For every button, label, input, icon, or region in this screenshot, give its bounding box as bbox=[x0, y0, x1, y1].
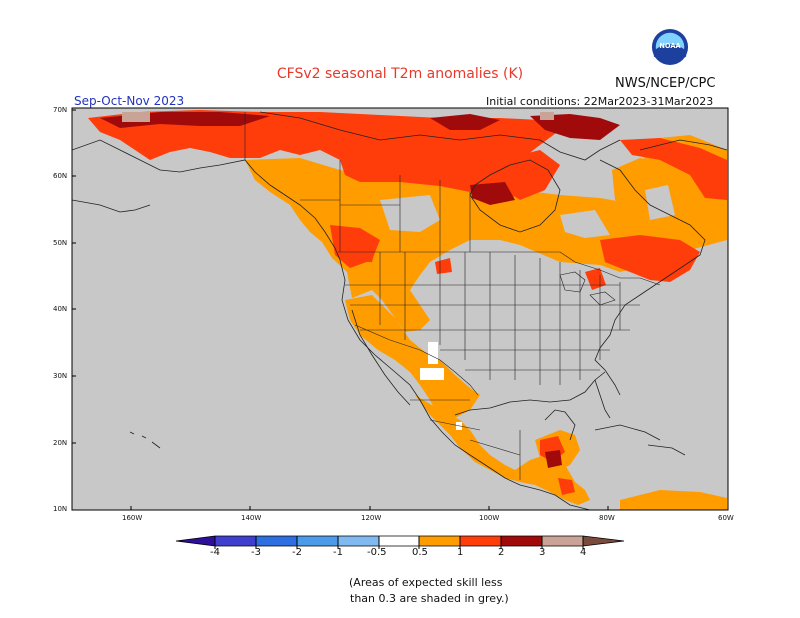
footnote: (Areas of expected skill less than 0.3 a… bbox=[349, 575, 509, 607]
initial-conditions-label: Initial conditions: 22Mar2023-31Mar2023 bbox=[486, 95, 714, 108]
grey-holes bbox=[380, 185, 675, 430]
political-borders bbox=[244, 112, 661, 480]
coastlines bbox=[72, 111, 728, 510]
lat-label: 60N bbox=[53, 172, 68, 180]
lon-label: 60W bbox=[718, 514, 734, 522]
colorbar-label: -4 bbox=[210, 547, 220, 558]
colorbar-label: 3 bbox=[539, 547, 546, 558]
season-label: Sep-Oct-Nov 2023 bbox=[74, 94, 185, 108]
colorbar-label: 2 bbox=[498, 547, 505, 558]
colorbar-label: -3 bbox=[251, 547, 261, 558]
colorbar-label: -1 bbox=[333, 547, 343, 558]
colorbar-label: -2 bbox=[292, 547, 302, 558]
lat-label: 30N bbox=[53, 372, 68, 380]
lon-label: 160W bbox=[122, 514, 143, 522]
lon-label: 120W bbox=[361, 514, 382, 522]
anomaly-pink-regions bbox=[122, 112, 554, 122]
lat-label: 10N bbox=[53, 505, 68, 513]
lat-label: 40N bbox=[53, 305, 68, 313]
lon-label: 80W bbox=[599, 514, 615, 522]
lon-label: 140W bbox=[241, 514, 262, 522]
agency-label: NWS/NCEP/CPC bbox=[615, 76, 716, 91]
colorbar bbox=[175, 535, 625, 549]
colorbar-label: -0.5 bbox=[367, 547, 387, 558]
lon-label: 100W bbox=[479, 514, 500, 522]
lat-label: 70N bbox=[53, 106, 68, 114]
lat-label: 20N bbox=[53, 439, 68, 447]
colorbar-label: 4 bbox=[580, 547, 587, 558]
footnote-line-1: (Areas of expected skill less bbox=[349, 576, 503, 589]
axis-ticks bbox=[72, 109, 609, 510]
anomaly-red-regions bbox=[88, 110, 727, 495]
colorbar-label: 1 bbox=[457, 547, 464, 558]
colorbar-label: 0.5 bbox=[412, 547, 428, 558]
map-field bbox=[72, 108, 728, 510]
noaa-logo: NOAA bbox=[651, 28, 689, 66]
svg-text:NOAA: NOAA bbox=[659, 42, 681, 50]
footnote-line-2: than 0.3 are shaded in grey.) bbox=[350, 592, 509, 605]
map-title: CFSv2 seasonal T2m anomalies (K) bbox=[276, 66, 524, 82]
lat-label: 50N bbox=[53, 239, 68, 247]
